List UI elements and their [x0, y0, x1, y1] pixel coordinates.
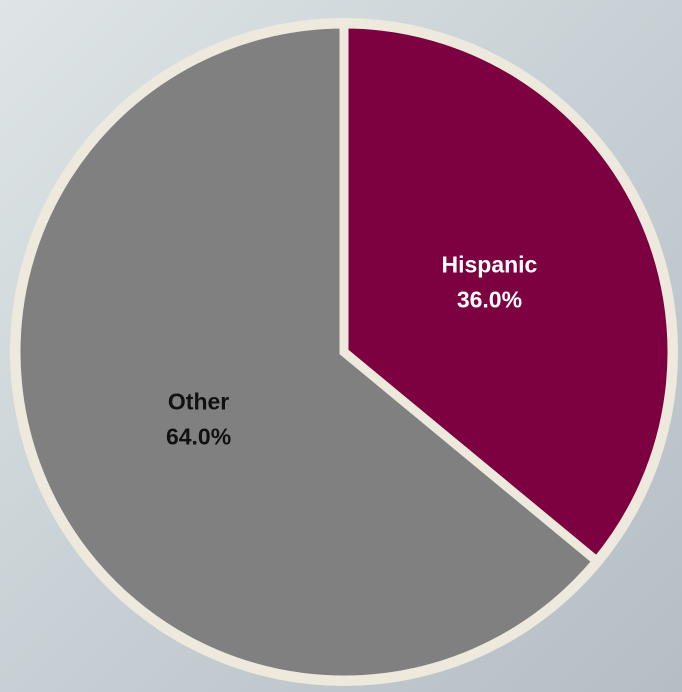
- pie-slice: [339, 19, 677, 568]
- pie-slice: [11, 19, 604, 685]
- slice-category-label: Other: [168, 389, 229, 415]
- slice-category-label: Hispanic: [441, 252, 537, 278]
- slices: [11, 19, 677, 685]
- slice-value-label: 36.0%: [457, 287, 522, 313]
- labels: Hispanic 36.0% Other 64.0%: [166, 252, 538, 450]
- slice-value-label: 64.0%: [166, 424, 231, 450]
